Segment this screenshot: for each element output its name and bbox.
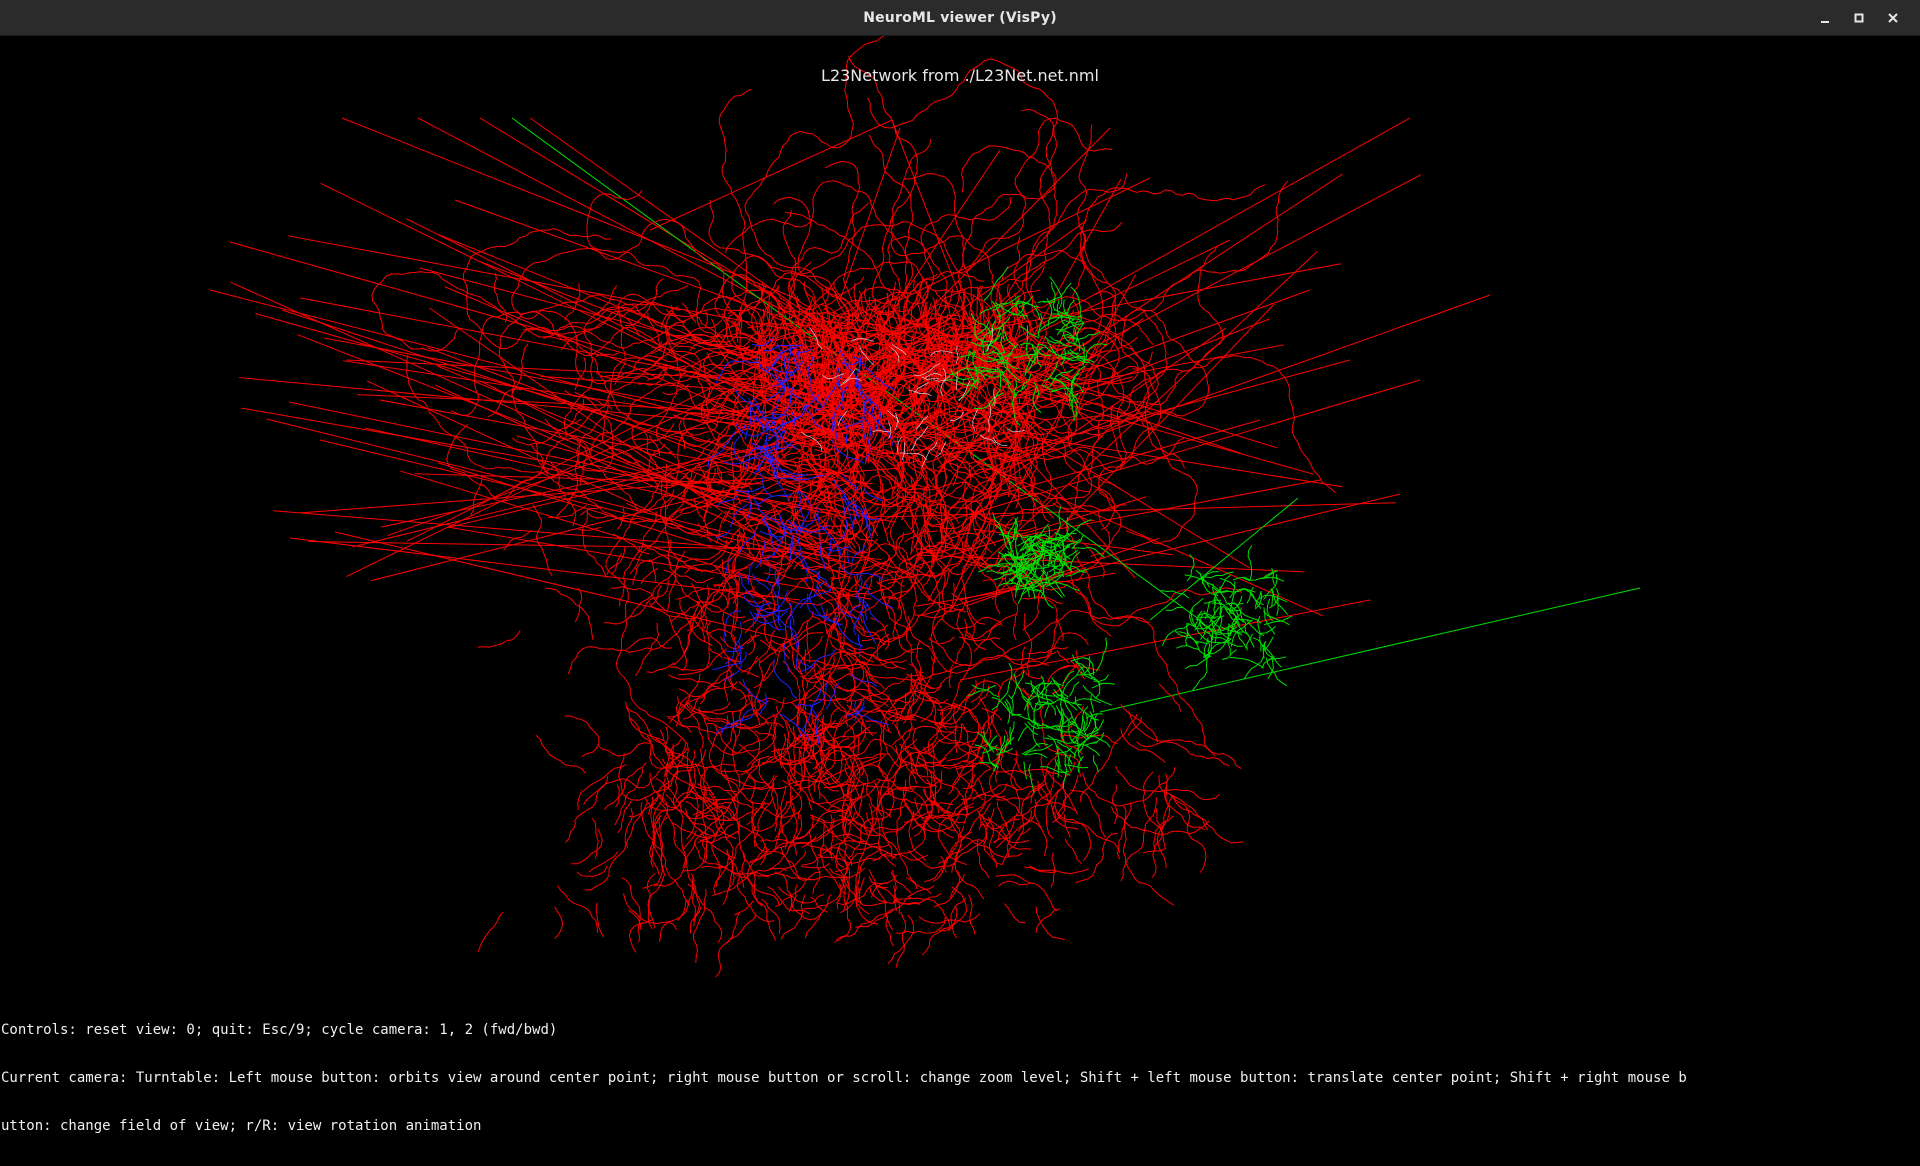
blue-population [707, 337, 896, 745]
highlight-segments [800, 327, 1025, 468]
controls-help-line-3: utton: change field of view; r/R: view r… [1, 1118, 482, 1134]
controls-help: Controls: reset view: 0; quit: Esc/9; cy… [1, 990, 1919, 1166]
minimize-button[interactable] [1808, 0, 1842, 36]
scene-title: L23Network from ./L23Net.net.nml [821, 66, 1099, 85]
controls-help-line-2: Current camera: Turntable: Left mouse bu… [1, 1070, 1687, 1086]
window-controls [1808, 0, 1910, 36]
maximize-button[interactable] [1842, 0, 1876, 36]
vispy-canvas[interactable]: L23Network from ./L23Net.net.nml Control… [0, 36, 1920, 1134]
close-icon [1888, 13, 1898, 23]
close-button[interactable] [1876, 0, 1910, 36]
network-3d-view[interactable] [0, 36, 1920, 1048]
green-axon-projections [511, 117, 1641, 713]
controls-help-line-1: Controls: reset view: 0; quit: Esc/9; cy… [1, 1022, 558, 1038]
window-titlebar[interactable]: NeuroML viewer (VisPy) [0, 0, 1920, 36]
green-population [944, 266, 1293, 794]
window-title: NeuroML viewer (VisPy) [863, 10, 1057, 26]
minimize-icon [1821, 21, 1829, 23]
maximize-icon [1854, 13, 1864, 23]
